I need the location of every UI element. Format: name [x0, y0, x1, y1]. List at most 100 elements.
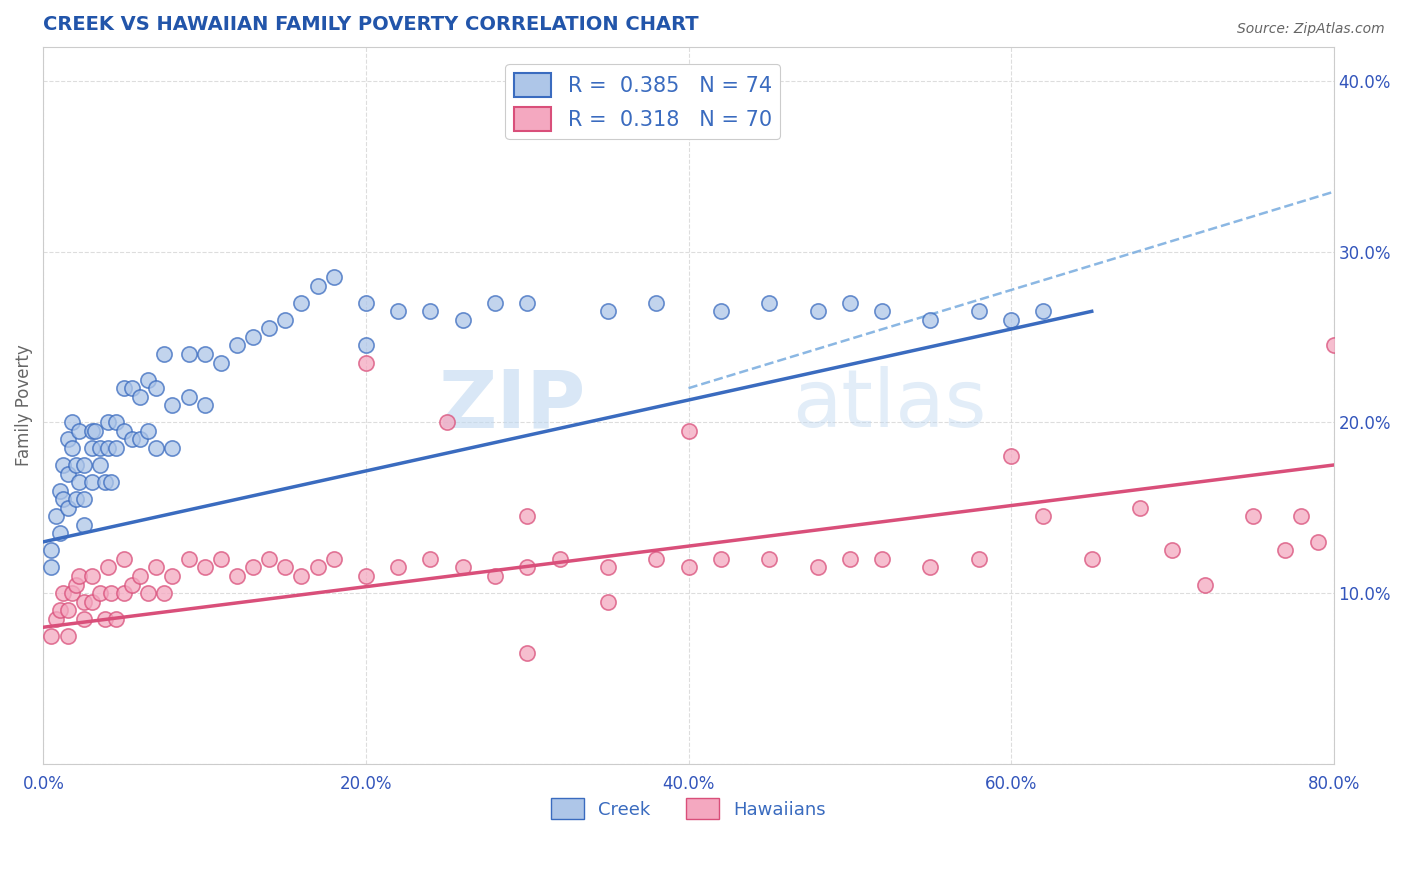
Point [436, 415, 458, 429]
Point [1000, 450, 1022, 464]
Point [806, 304, 828, 318]
Point [73, 594, 96, 608]
Point [484, 295, 506, 310]
Point [1032, 509, 1054, 524]
Point [56, 433, 79, 447]
Point [112, 552, 135, 566]
Point [1274, 543, 1296, 558]
Point [80, 424, 103, 438]
Point [56, 467, 79, 481]
Point [112, 381, 135, 395]
Point [48, 603, 70, 617]
Point [52, 492, 75, 507]
Point [645, 552, 668, 566]
Point [80, 441, 103, 455]
Point [484, 569, 506, 583]
Text: Source: ZipAtlas.com: Source: ZipAtlas.com [1237, 22, 1385, 37]
Point [967, 304, 990, 318]
Point [226, 569, 249, 583]
Point [307, 560, 329, 574]
Point [97, 560, 120, 574]
Point [153, 586, 176, 600]
Point [80, 475, 103, 489]
Point [194, 347, 217, 361]
Point [1129, 500, 1152, 515]
Point [242, 330, 264, 344]
Point [162, 441, 184, 455]
Point [242, 560, 264, 574]
Point [89, 441, 111, 455]
Point [838, 295, 860, 310]
Point [209, 355, 232, 369]
Point [136, 424, 159, 438]
Y-axis label: Family Poverty: Family Poverty [15, 344, 32, 467]
Point [67, 424, 90, 438]
Point [354, 569, 377, 583]
Point [41, 629, 63, 643]
Point [1291, 509, 1313, 524]
Point [52, 586, 75, 600]
Point [177, 390, 200, 404]
Point [45, 509, 67, 524]
Point [419, 304, 441, 318]
Point [806, 560, 828, 574]
Point [451, 560, 474, 574]
Point [104, 612, 127, 626]
Point [710, 304, 733, 318]
Point [73, 517, 96, 532]
Point [145, 381, 167, 395]
Point [121, 577, 143, 591]
Point [758, 552, 780, 566]
Point [419, 552, 441, 566]
Point [104, 441, 127, 455]
Point [596, 594, 619, 608]
Point [129, 569, 152, 583]
Point [136, 373, 159, 387]
Point [516, 646, 538, 660]
Point [596, 560, 619, 574]
Point [516, 295, 538, 310]
Point [73, 458, 96, 472]
Point [153, 347, 176, 361]
Point [97, 415, 120, 429]
Point [290, 569, 312, 583]
Point [45, 612, 67, 626]
Point [758, 295, 780, 310]
Point [290, 295, 312, 310]
Point [920, 560, 942, 574]
Point [257, 321, 280, 335]
Point [129, 390, 152, 404]
Point [67, 475, 90, 489]
Point [870, 552, 893, 566]
Point [56, 500, 79, 515]
Point [162, 398, 184, 412]
Point [209, 552, 232, 566]
Point [89, 586, 111, 600]
Point [257, 552, 280, 566]
Point [67, 569, 90, 583]
Point [596, 304, 619, 318]
Point [274, 560, 297, 574]
Point [920, 313, 942, 327]
Point [307, 278, 329, 293]
Point [177, 552, 200, 566]
Point [387, 560, 409, 574]
Point [145, 441, 167, 455]
Point [678, 560, 700, 574]
Text: CREEK VS HAWAIIAN FAMILY POVERTY CORRELATION CHART: CREEK VS HAWAIIAN FAMILY POVERTY CORRELA… [44, 15, 699, 34]
Point [354, 338, 377, 352]
Point [177, 347, 200, 361]
Point [838, 552, 860, 566]
Point [322, 552, 344, 566]
Point [65, 492, 87, 507]
Point [274, 313, 297, 327]
Text: ZIP: ZIP [439, 367, 585, 444]
Point [48, 526, 70, 541]
Point [678, 424, 700, 438]
Point [56, 629, 79, 643]
Point [129, 433, 152, 447]
Point [1032, 304, 1054, 318]
Point [548, 552, 571, 566]
Point [1241, 509, 1264, 524]
Point [89, 458, 111, 472]
